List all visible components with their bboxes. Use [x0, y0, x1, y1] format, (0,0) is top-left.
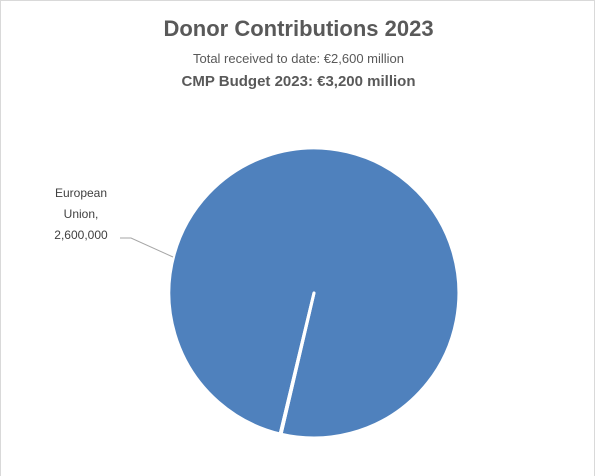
pie-slice-1 [278, 291, 316, 436]
slice-labels: European Union, 2,600,000 [54, 186, 108, 242]
slice-label-line-1: Union, [64, 207, 99, 221]
leader-line-0 [120, 237, 174, 258]
leader-lines [120, 237, 174, 258]
slice-label-line-0: European [55, 186, 107, 200]
chart-title: Donor Contributions 2023 [163, 16, 434, 41]
slice-label-line-2: 2,600,000 [54, 228, 108, 242]
pie-slices [167, 146, 461, 440]
chart-subtitle: Total received to date: €2,600 million [192, 51, 404, 66]
chart-budget-subtitle: CMP Budget 2023: €3,200 million [181, 73, 416, 90]
